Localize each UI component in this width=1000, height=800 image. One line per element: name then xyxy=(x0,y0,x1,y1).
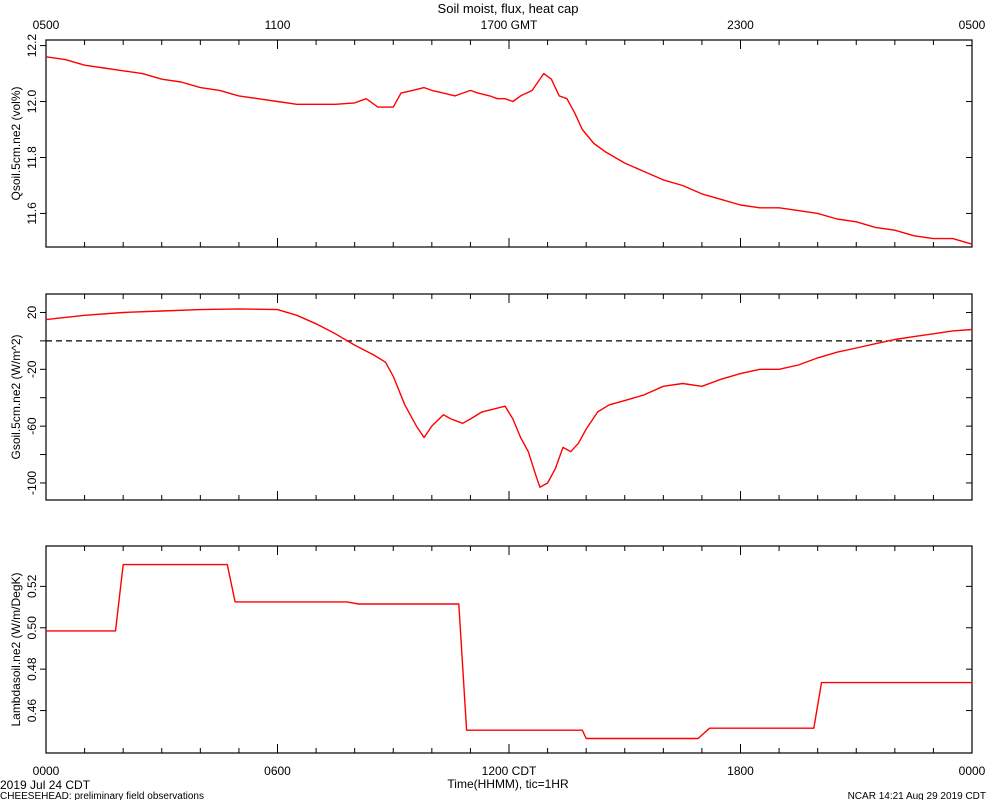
top-axis-tick-label: 2300 xyxy=(727,18,754,32)
y-tick-label: -20 xyxy=(25,360,39,378)
series-line xyxy=(46,563,972,740)
bottom-axis-tick-label: 0000 xyxy=(959,764,986,778)
top-axis-tick-label: 0500 xyxy=(33,18,60,32)
y-axis-label: Qsoil.5cm.ne2 (vol%) xyxy=(9,86,23,200)
bottom-axis-tick-label: 1200 CDT xyxy=(482,764,537,778)
chart-panel-1: 11.6 11.8 12.0 12.2 Qsoil.5cm.ne2 (vol%) xyxy=(9,34,973,248)
bottom-axis-tick-label: 0000 xyxy=(33,764,60,778)
top-axis-tick-labels: 0500 1100 1700 GMT 2300 0500 xyxy=(33,18,986,32)
y-tick-label: 11.8 xyxy=(25,146,39,169)
x-axis-label: Time(HHMM), tic=1HR xyxy=(447,777,569,791)
bottom-axis-tick-labels: 0000 0600 1200 CDT 1800 0000 xyxy=(33,764,986,778)
footer-right: NCAR 14:21 Aug 29 2019 CDT xyxy=(848,791,986,800)
y-tick-label: 12.0 xyxy=(25,90,39,114)
top-axis-tick-label: 0500 xyxy=(959,18,986,32)
y-tick-label: 0.46 xyxy=(25,699,39,723)
footer-left: CHEESEHEAD: preliminary field observatio… xyxy=(0,791,204,800)
chart-panel-2: -100 -60 -20 20 Gsoil.5cm.ne2 (W/m^2) xyxy=(9,293,973,501)
date-label: 2019 Jul 24 CDT xyxy=(0,778,91,792)
plot-frame xyxy=(45,39,973,248)
top-axis-tick-label: 1100 xyxy=(265,18,291,32)
y-tick-label: 0.50 xyxy=(25,616,39,640)
bottom-axis-tick-label: 0600 xyxy=(264,764,291,778)
y-tick-label: 0.48 xyxy=(25,657,39,681)
y-tick-label: 11.6 xyxy=(25,202,39,225)
y-axis-label: Gsoil.5cm.ne2 (W/m^2) xyxy=(9,335,23,460)
plot-frame xyxy=(45,545,973,754)
chart-panels: 11.6 11.8 12.0 12.2 Qsoil.5cm.ne2 (vol%) -100… xyxy=(9,34,973,754)
top-axis-tick-label: 1700 GMT xyxy=(481,18,538,32)
chart-title: Soil moist, flux, heat cap xyxy=(438,1,579,16)
plot-frame xyxy=(45,293,973,501)
y-tick-label: 0.52 xyxy=(25,574,39,598)
bottom-axis-tick-label: 1800 xyxy=(727,764,754,778)
y-tick-label: 12.2 xyxy=(25,34,39,58)
series-line xyxy=(45,56,973,245)
y-tick-label: -100 xyxy=(25,471,39,495)
y-tick-label: -60 xyxy=(25,417,39,435)
y-axis-label: Lambdasoil.ne2 (W/m/DegK) xyxy=(9,572,23,726)
y-tick-label: 20 xyxy=(25,305,39,319)
series-line xyxy=(45,308,973,488)
